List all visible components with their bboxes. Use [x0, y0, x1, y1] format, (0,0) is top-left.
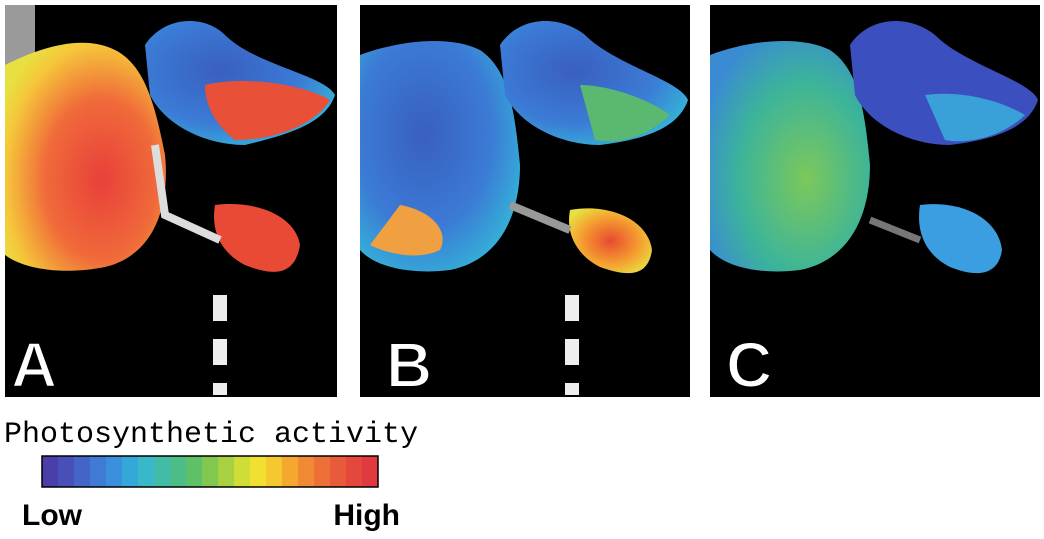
color-step [186, 456, 203, 487]
color-step [282, 456, 299, 487]
color-step [170, 456, 187, 487]
color-step [90, 456, 107, 487]
panel-label: C [726, 329, 772, 401]
legend-high: High [333, 499, 400, 532]
panel-a: A [5, 5, 337, 401]
color-step [42, 456, 59, 487]
color-step [250, 456, 267, 487]
panel-b: B [360, 5, 690, 401]
color-step [346, 456, 363, 487]
color-step [154, 456, 171, 487]
leaf [710, 41, 870, 272]
panel-label: A [11, 329, 57, 401]
color-step [58, 456, 75, 487]
color-step [106, 456, 123, 487]
color-step [314, 456, 331, 487]
panel-label: B [386, 329, 432, 401]
color-step [234, 456, 251, 487]
color-step [74, 456, 91, 487]
color-step [218, 456, 235, 487]
color-bar [42, 456, 379, 487]
color-step [298, 456, 315, 487]
legend-title: Photosynthetic activity [4, 418, 418, 452]
figure: A B C Photosynthetic activity Low High [0, 0, 1044, 539]
color-step [122, 456, 139, 487]
legend-low: Low [22, 499, 83, 532]
color-step [362, 456, 379, 487]
color-step [330, 456, 347, 487]
color-step [266, 456, 283, 487]
color-step [202, 456, 219, 487]
color-step [138, 456, 155, 487]
panel-c: C [710, 5, 1040, 401]
